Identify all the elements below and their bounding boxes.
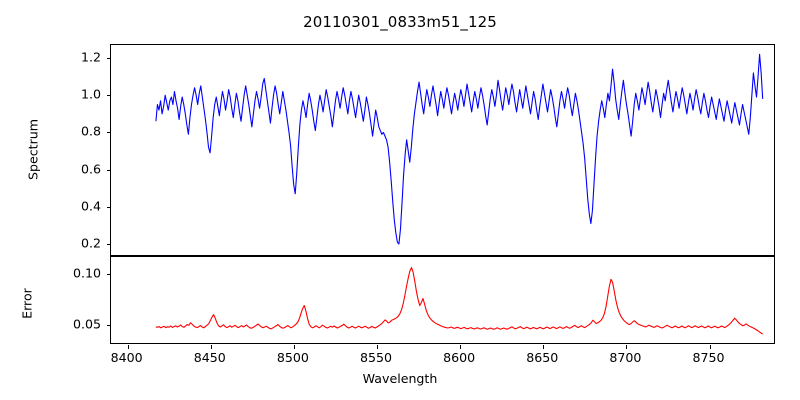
y-tick-mark <box>107 206 111 208</box>
error-trace <box>155 267 763 335</box>
x-tick-mark <box>127 345 129 349</box>
x-tick-mark <box>460 345 462 349</box>
x-tick-mark <box>377 345 379 349</box>
y-tick-label: 0.8 <box>80 123 101 139</box>
y-tick-mark <box>107 132 111 134</box>
y-tick-mark <box>107 95 111 97</box>
x-tick-label: 8750 <box>692 350 725 365</box>
y-tick-label: 0.6 <box>80 161 101 177</box>
x-tick-label: 8700 <box>609 350 642 365</box>
y-tick-mark <box>107 324 111 326</box>
spectrum-trace <box>155 53 764 245</box>
x-tick-mark <box>543 345 545 349</box>
x-tick-label: 8500 <box>276 350 309 365</box>
y-tick-mark <box>107 274 111 276</box>
x-tick-label: 8600 <box>443 350 476 365</box>
spectrum-plot-area <box>155 53 764 245</box>
x-tick-label: 8550 <box>359 350 393 365</box>
y-tick-mark <box>107 169 111 171</box>
x-tick-label: 8650 <box>526 350 559 365</box>
x-tick-mark <box>210 345 212 349</box>
error-plot-area <box>155 267 763 335</box>
y-tick-label: 1.0 <box>80 86 101 102</box>
spectrum-axis-title: Spectrum <box>25 118 41 181</box>
y-tick-label: 1.2 <box>80 49 101 65</box>
error-axis-title: Error <box>19 288 35 319</box>
y-tick-label: 0.05 <box>72 316 101 332</box>
x-tick-mark <box>293 345 295 349</box>
y-tick-mark <box>107 58 111 60</box>
y-tick-label: 0.4 <box>80 198 101 214</box>
y-tick-mark <box>107 243 111 246</box>
spectrum-panel <box>107 44 775 261</box>
y-tick-label: 0.10 <box>72 265 101 281</box>
x-tick-label: 8400 <box>110 350 143 365</box>
error-panel <box>107 256 775 349</box>
y-tick-label: 0.2 <box>80 235 101 251</box>
figure-title: 20110301_0833m51_125 <box>303 13 497 31</box>
wavelength-axis-title: Wavelength <box>362 371 438 386</box>
x-tick-mark <box>626 345 628 349</box>
x-tick-label: 8450 <box>193 350 226 365</box>
x-tick-mark <box>709 345 711 349</box>
